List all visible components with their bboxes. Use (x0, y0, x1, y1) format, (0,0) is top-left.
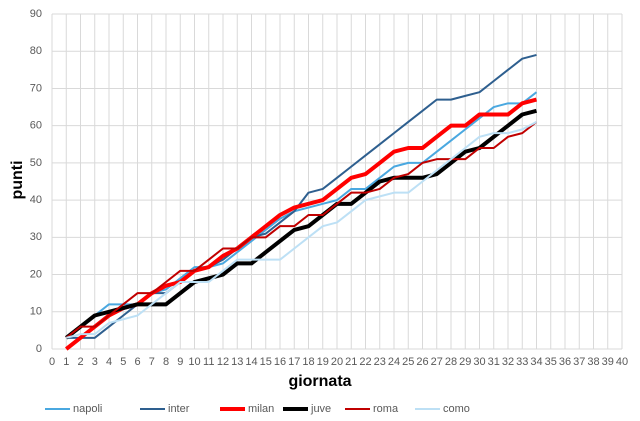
x-tick-label: 21 (345, 356, 357, 368)
y-tick-label: 90 (30, 8, 42, 20)
x-tick-label: 14 (245, 356, 257, 368)
series-line (65, 97, 538, 351)
x-tick-label: 5 (120, 356, 126, 368)
x-tick-label: 29 (459, 356, 471, 368)
series-line (66, 53, 537, 339)
y-tick-label: 60 (30, 120, 42, 132)
x-tick-label: 16 (274, 356, 286, 368)
x-tick-label: 23 (374, 356, 386, 368)
x-tick-label: 19 (317, 356, 329, 368)
x-tick-label: 0 (49, 356, 55, 368)
series-line (65, 91, 538, 339)
series-line (65, 121, 537, 339)
x-tick-label: 37 (573, 356, 585, 368)
x-tick-label: 8 (163, 356, 169, 368)
x-tick-label: 4 (106, 356, 112, 368)
y-tick-label: 30 (30, 231, 42, 243)
x-tick-label: 30 (473, 356, 485, 368)
series-line (65, 121, 538, 339)
x-tick-label: 25 (402, 356, 414, 368)
x-axis-title: giornata (288, 373, 351, 390)
x-tick-label: 18 (302, 356, 314, 368)
legend-label: como (443, 403, 470, 415)
x-tick-label: 13 (231, 356, 243, 368)
x-tick-label: 32 (502, 356, 514, 368)
legend-label: milan (248, 403, 274, 415)
x-tick-label: 7 (149, 356, 155, 368)
x-tick-label: 27 (431, 356, 443, 368)
legend-label: roma (373, 403, 399, 415)
y-tick-label: 20 (30, 268, 42, 280)
x-tick-label: 22 (359, 356, 371, 368)
x-tick-label: 35 (545, 356, 557, 368)
y-tick-label: 0 (36, 343, 42, 355)
x-tick-label: 1 (63, 356, 69, 368)
x-tick-label: 10 (188, 356, 200, 368)
y-tick-label: 10 (30, 306, 42, 318)
series-line (65, 108, 538, 340)
y-tick-label: 80 (30, 45, 42, 57)
x-tick-label: 38 (587, 356, 599, 368)
x-tick-label: 40 (616, 356, 628, 368)
y-axis-title: punti (9, 160, 26, 199)
x-tick-label: 31 (488, 356, 500, 368)
legend-label: inter (168, 403, 190, 415)
x-tick-label: 6 (134, 356, 140, 368)
x-tick-label: 24 (388, 356, 400, 368)
legend-label: napoli (73, 403, 102, 415)
x-tick-label: 34 (530, 356, 542, 368)
x-tick-label: 26 (416, 356, 428, 368)
x-tick-label: 12 (217, 356, 229, 368)
legend-label: juve (310, 403, 331, 415)
x-tick-label: 15 (260, 356, 272, 368)
x-tick-label: 3 (92, 356, 98, 368)
x-tick-label: 17 (288, 356, 300, 368)
x-tick-label: 33 (516, 356, 528, 368)
x-tick-label: 36 (559, 356, 571, 368)
x-tick-label: 9 (177, 356, 183, 368)
y-tick-label: 40 (30, 194, 42, 206)
y-tick-label: 70 (30, 82, 42, 94)
x-tick-label: 2 (77, 356, 83, 368)
y-tick-label: 50 (30, 157, 42, 169)
x-tick-label: 28 (445, 356, 457, 368)
x-tick-label: 11 (203, 356, 214, 368)
x-tick-label: 39 (602, 356, 614, 368)
x-tick-label: 20 (331, 356, 343, 368)
